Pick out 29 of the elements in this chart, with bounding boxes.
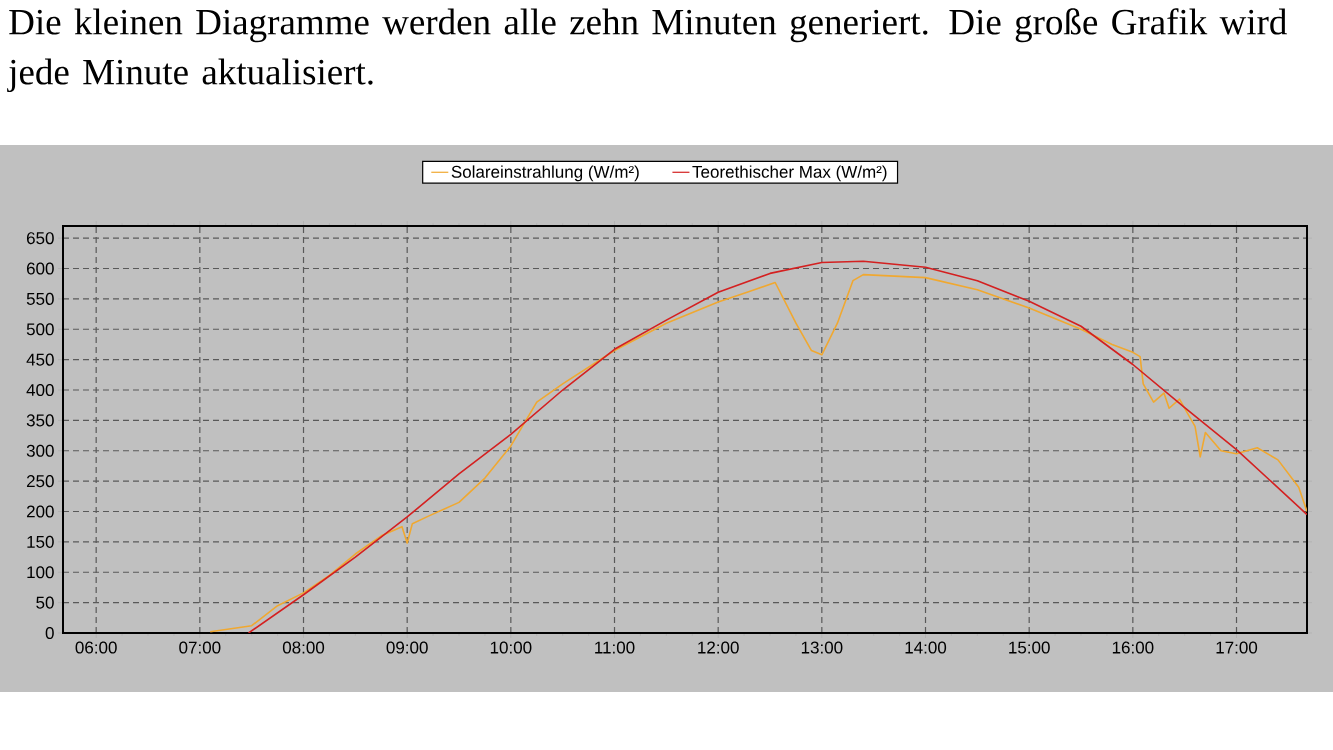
chart-title: Die kleinen Diagramme werden alle zehn Minuten generiert. Die große Grafik wird jede Minute aktualisiert. bbox=[7, 8, 1287, 93]
y-tick-label: 500 bbox=[26, 323, 54, 336]
y-tick-label: 150 bbox=[27, 535, 54, 548]
y-tick-label: 250 bbox=[26, 475, 54, 488]
x-tick-label: 12:00 bbox=[698, 641, 739, 654]
y-tick-label: 550 bbox=[26, 292, 54, 305]
y-tick-label: 300 bbox=[26, 444, 54, 457]
legend-label: Solareinstrahlung (W/m²) bbox=[451, 165, 639, 182]
x-tick-label: 10:00 bbox=[490, 641, 532, 654]
x-tick-label: 15:00 bbox=[1009, 641, 1050, 654]
y-tick-label: 350 bbox=[26, 414, 54, 427]
x-tick-label: 17:00 bbox=[1216, 641, 1258, 654]
y-tick-label: 200 bbox=[26, 505, 54, 518]
x-tick-label: 11:00 bbox=[595, 641, 635, 654]
x-tick-label: 08:00 bbox=[282, 641, 325, 654]
y-tick-label: 0 bbox=[45, 626, 54, 640]
x-tick-label: 09:00 bbox=[386, 641, 428, 654]
y-tick-label: 50 bbox=[36, 596, 54, 609]
x-tick-label: 16:00 bbox=[1112, 641, 1154, 654]
x-tick-label: 07:00 bbox=[179, 641, 221, 654]
legend-label: Teorethischer Max (W/m²) bbox=[692, 165, 887, 182]
y-tick-label: 600 bbox=[26, 262, 54, 275]
y-tick-label: 650 bbox=[26, 232, 54, 245]
y-tick-label: 400 bbox=[26, 383, 54, 397]
y-tick-label: 100 bbox=[27, 566, 54, 579]
x-tick-label: 14:00 bbox=[905, 641, 947, 654]
y-tick-label: 450 bbox=[26, 353, 54, 366]
x-tick-label: 06:00 bbox=[75, 641, 117, 654]
x-tick-label: 13:00 bbox=[801, 641, 843, 654]
